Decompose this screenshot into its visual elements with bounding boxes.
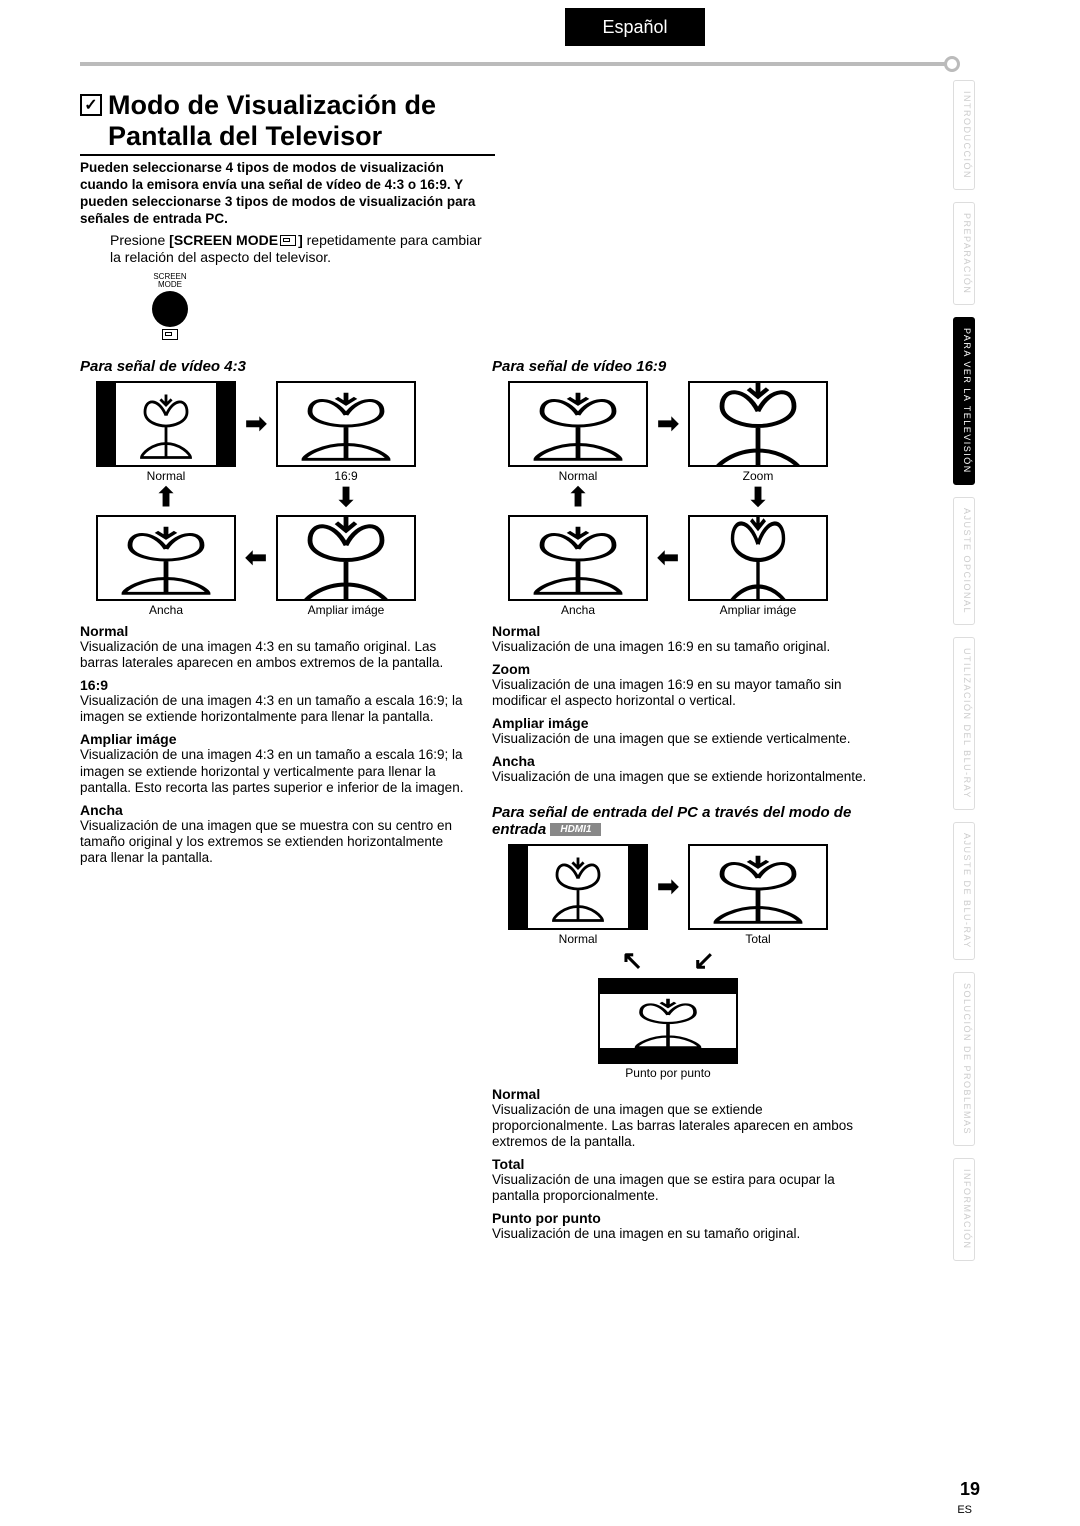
- desc-text: Visualización de una imagen que se muest…: [80, 818, 468, 867]
- desc-text: Visualización de una imagen 4:3 en su ta…: [80, 639, 468, 671]
- descriptions-43: Normal Visualización de una imagen 4:3 e…: [80, 623, 468, 867]
- tv-zoom-43: [276, 515, 416, 601]
- text: Presione: [110, 232, 169, 248]
- button-label: SCREEN MODE: [150, 273, 190, 289]
- desc-title: Normal: [80, 623, 468, 639]
- region-code: ES: [957, 1504, 972, 1516]
- descriptions-pc: Normal Visualización de una imagen que s…: [492, 1086, 880, 1243]
- section-heading: Para señal de vídeo 16:9: [492, 358, 880, 375]
- desc-title: Normal: [492, 1086, 880, 1102]
- side-tab[interactable]: AJUSTE OPCIONAL: [953, 497, 975, 625]
- caption: Normal: [147, 469, 186, 483]
- side-tab[interactable]: UTILIZACIÓN DEL BLU-RAY: [953, 637, 975, 810]
- desc-title: Ancha: [80, 802, 468, 818]
- arrow-right-icon: ➡: [657, 408, 679, 439]
- caption: Total: [745, 932, 770, 946]
- remote-button-icon: [152, 291, 188, 327]
- caption: Zoom: [743, 469, 774, 483]
- arrow-right-icon: ➡: [245, 408, 267, 439]
- section-heading-pc: Para señal de entrada del PC a través de…: [492, 804, 880, 838]
- cycle-diagram-43: ➡ Normal 16:9 ⬆ ⬇ ⬅ Ancha Ampliar imáge: [96, 379, 468, 617]
- cycle-diagram-169: ➡ Normal Zoom ⬆ ⬇ ⬅ Ancha Ampliar imáge: [508, 379, 880, 617]
- checkbox-icon: ✓: [80, 94, 102, 116]
- caption: Ancha: [149, 603, 183, 617]
- desc-text: Visualización de una imagen que se extie…: [492, 769, 880, 785]
- header-dot: [944, 56, 960, 72]
- title-line: Pantalla del Televisor: [108, 121, 382, 151]
- caption: Ancha: [561, 603, 595, 617]
- side-tab-container: INTRODUCCIÓN PREPARACIÓN PARA VER LA TEL…: [953, 80, 975, 1261]
- page-title: Modo de Visualización de Pantalla del Te…: [108, 90, 436, 152]
- side-tab[interactable]: INTRODUCCIÓN: [953, 80, 975, 190]
- arrow-left-icon: ⬅: [657, 542, 679, 573]
- caption: Normal: [559, 469, 598, 483]
- tv-dotbydot-pc: [598, 978, 738, 1064]
- desc-title: Normal: [492, 623, 880, 639]
- caption: Normal: [559, 932, 598, 946]
- side-tab[interactable]: PREPARACIÓN: [953, 202, 975, 305]
- desc-title: Ancha: [492, 753, 880, 769]
- instruction-block: Presione [SCREEN MODE] repetidamente par…: [110, 232, 490, 342]
- desc-text: Visualización de una imagen que se extie…: [492, 1102, 880, 1151]
- tv-normal-169: [508, 381, 648, 467]
- desc-title: Total: [492, 1156, 880, 1172]
- arrow-down-icon: ⬇: [747, 482, 769, 513]
- tv-ancha-43: [96, 515, 236, 601]
- side-tab[interactable]: AJUSTE DE BLU-RAY: [953, 822, 975, 960]
- hdmi-badge: HDMI1: [550, 823, 601, 836]
- caption: Ampliar imáge: [720, 603, 797, 617]
- header-rule: [80, 62, 950, 66]
- arrow-diag-up-left-icon: ↖: [621, 945, 643, 976]
- descriptions-169: Normal Visualización de una imagen 16:9 …: [492, 623, 880, 786]
- button-name: [SCREEN MODE: [169, 232, 278, 248]
- desc-title: Ampliar imáge: [492, 715, 880, 731]
- side-tab[interactable]: SOLUCIÓN DE PROBLEMAS: [953, 972, 975, 1146]
- desc-text: Visualización de una imagen 4:3 en un ta…: [80, 747, 468, 796]
- arrow-up-icon: ⬆: [155, 482, 177, 513]
- title-line: Modo de Visualización de: [108, 90, 436, 120]
- tv-total-pc: [688, 844, 828, 930]
- tv-normal-pc: [508, 844, 648, 930]
- cycle-diagram-pc: ➡ Normal Total ↖ ↙ Punto por punto: [508, 842, 880, 1080]
- arrow-diag-down-left-icon: ↙: [693, 945, 715, 976]
- desc-text: Visualización de una imagen 16:9 en su m…: [492, 677, 880, 709]
- tv-zoom-169: [688, 381, 828, 467]
- desc-text: Visualización de una imagen que se extie…: [492, 731, 880, 747]
- desc-title: Punto por punto: [492, 1210, 880, 1226]
- intro-text: Pueden seleccionarse 4 tipos de modos de…: [80, 160, 480, 228]
- tv-169-43: [276, 381, 416, 467]
- desc-text: Visualización de una imagen en su tamaño…: [492, 1226, 880, 1242]
- tv-ampliar-169: [688, 515, 828, 601]
- arrow-down-icon: ⬇: [335, 482, 357, 513]
- desc-text: Visualización de una imagen 16:9 en su t…: [492, 639, 880, 655]
- language-tab: Español: [565, 8, 705, 46]
- column-169: Para señal de vídeo 16:9 ➡ Normal Zoom ⬆…: [492, 348, 880, 1243]
- desc-title: 16:9: [80, 677, 468, 693]
- page-content: ✓ Modo de Visualización de Pantalla del …: [80, 90, 880, 1243]
- caption: Punto por punto: [625, 1066, 710, 1080]
- arrow-right-icon: ➡: [657, 871, 679, 902]
- arrow-left-icon: ⬅: [245, 542, 267, 573]
- tv-normal-43: [96, 381, 236, 467]
- section-heading: Para señal de vídeo 4:3: [80, 358, 468, 375]
- desc-text: Visualización de una imagen que se estir…: [492, 1172, 880, 1204]
- side-tab[interactable]: PARA VER LA TELEVISIÓN: [953, 317, 975, 485]
- side-tab[interactable]: INFORMACIÓN: [953, 1158, 975, 1261]
- column-43: Para señal de vídeo 4:3 ➡ Normal 16:9 ⬆ …: [80, 348, 468, 1243]
- desc-title: Ampliar imáge: [80, 731, 468, 747]
- arrow-up-icon: ⬆: [567, 482, 589, 513]
- page-title-row: ✓ Modo de Visualización de Pantalla del …: [80, 90, 495, 156]
- caption: Ampliar imáge: [308, 603, 385, 617]
- page-number: 19: [960, 1479, 980, 1500]
- heading-text: Para señal de entrada del PC a través de…: [492, 804, 851, 838]
- desc-title: Zoom: [492, 661, 880, 677]
- caption: 16:9: [334, 469, 357, 483]
- button-sub-icon: [160, 327, 490, 342]
- desc-text: Visualización de una imagen 4:3 en un ta…: [80, 693, 468, 725]
- screen-mode-icon: [280, 235, 296, 246]
- diagonal-arrows: ↖ ↙: [621, 945, 715, 976]
- tv-ancha-169: [508, 515, 648, 601]
